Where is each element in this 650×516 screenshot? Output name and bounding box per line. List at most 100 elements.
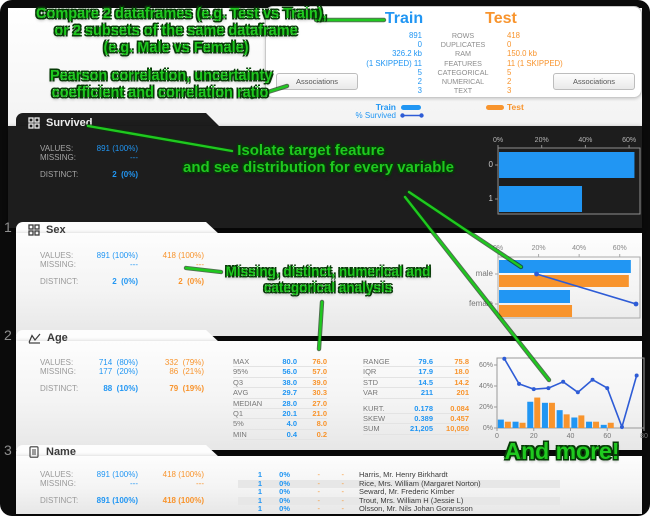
name-stats: VALUES: 891 (100%) 418 (100%) MISSING: --- -…: [40, 470, 204, 505]
test-stat: 332 (79%): [164, 358, 204, 367]
table-row: 5% 4.0 8.0: [233, 419, 327, 430]
legend-test-label: Test: [507, 102, 524, 112]
age-card-header[interactable]: Age: [28, 332, 68, 344]
stat-label: VALUES:: [40, 470, 74, 479]
summary-row: 5 CATEGORICAL 5: [274, 68, 634, 77]
age-card-tab[interactable]: [16, 330, 219, 342]
train-value: 891: [408, 31, 422, 40]
stat-label: DISTINCT:: [40, 384, 79, 393]
stat-row: MISSING: ---: [40, 153, 204, 162]
test-value: 5: [507, 67, 512, 77]
table-row: IQR 17.9 18.0: [363, 367, 469, 378]
test-stat: 418 (100%): [162, 251, 204, 260]
survived-card-header[interactable]: Survived: [28, 117, 92, 129]
test-stat: 2 (0%): [178, 277, 204, 286]
stat-label: VALUES:: [40, 144, 74, 153]
svg-text:60%: 60%: [479, 362, 493, 369]
sex-distribution-chart: 0% 20% 40% 60% male female: [469, 245, 641, 319]
svg-text:0%: 0%: [483, 425, 493, 432]
survived-distribution-chart: 0% 20% 40% 60% 0 1: [489, 137, 641, 215]
annotation-missing-analysis: Missing, distinct, numerical and categor…: [225, 264, 431, 295]
stat-row: VALUES: 714 (80%) 332 (79%): [40, 358, 204, 367]
categorical-grid-icon: [28, 224, 40, 236]
train-value: 326.2 kb: [392, 49, 422, 59]
summary-row: 3 TEXT 3: [274, 86, 634, 95]
test-value: 418: [507, 31, 521, 40]
svg-text:20%: 20%: [532, 245, 546, 252]
stat-row: MISSING: 177 (20%) 86 (21%): [40, 367, 204, 376]
annotation-isolate-target: Isolate target feature and see distribut…: [183, 142, 454, 176]
test-stat: 418 (100%): [162, 470, 204, 479]
legend-test-swatch: [486, 105, 504, 110]
list-item: 1 0% - - Rice, Mrs. William (Margaret Norton…: [238, 479, 560, 489]
stat-label: DISTINCT:: [40, 170, 79, 179]
stat-label: VALUES:: [40, 358, 74, 367]
train-value: 3: [417, 86, 422, 96]
summary-row: 891 ROWS 418: [274, 31, 634, 40]
test-value: 150.0 kb: [507, 49, 537, 59]
svg-text:1: 1: [489, 194, 494, 203]
feature-title: Survived: [46, 117, 93, 129]
train-stat: 714 (80%): [98, 358, 138, 367]
train-stat: ---: [130, 479, 138, 488]
survived-stats: VALUES: 891 (100%) MISSING: --- DISTINCT: 2…: [40, 144, 204, 179]
age-quantile-table: MAX 80.0 76.0 95% 56.0 57.0 Q3 38.0 39.0 AVG 29…: [233, 357, 327, 441]
svg-text:40%: 40%: [479, 383, 493, 390]
summary-table: 891 ROWS 418 0 DUPLICATES 0 326.2 kb RAM 150.0…: [274, 31, 634, 95]
associations-button-train[interactable]: Associations: [276, 73, 358, 90]
svg-text:60: 60: [603, 433, 611, 440]
train-stat: ---: [130, 260, 138, 269]
train-stat: 891 (100%): [96, 470, 138, 479]
test-stat: 79 (19%): [169, 384, 204, 393]
sex-card-header[interactable]: Sex: [28, 224, 66, 236]
stat-row: MISSING: --- ---: [40, 479, 204, 488]
summary-label: CATEGORICAL: [437, 67, 489, 77]
stat-label: VALUES:: [40, 251, 74, 260]
feature-index: 2: [4, 327, 12, 343]
list-item: 1 0% - - Seward, Mr. Frederic Kimber: [257, 487, 455, 497]
test-value: 2: [507, 76, 512, 86]
train-value: 5: [417, 67, 422, 77]
categorical-grid-icon: [28, 117, 40, 129]
list-item: 1 0% - - Harris, Mr. Henry Birkhardt: [257, 470, 448, 479]
text-document-icon: [29, 446, 39, 458]
table-row: VAR 211 201: [363, 388, 469, 399]
train-stat: 891 (100%): [96, 251, 138, 260]
numeric-curve-icon: [28, 333, 41, 344]
stat-label: MISSING:: [40, 153, 77, 162]
table-row: STD 14.5 14.2: [363, 377, 469, 389]
train-stat: ---: [130, 153, 138, 162]
legend-survived-line-marker: [400, 113, 424, 118]
stat-label: MISSING:: [40, 260, 77, 269]
summary-row: 326.2 kb RAM 150.0 kb: [274, 49, 634, 58]
annotation-and-more: And more!: [504, 438, 620, 464]
svg-text:female: female: [469, 299, 494, 308]
age-histogram-chart: 60% 40% 20% 0%0 20 40 60 80: [479, 356, 648, 440]
summary-label: ROWS: [451, 31, 475, 40]
name-card-tab[interactable]: [16, 445, 219, 457]
svg-text:0%: 0%: [493, 137, 503, 144]
summary-row: 2 NUMERICAL 2: [274, 77, 634, 86]
table-row: AVG 29.7 30.3: [233, 388, 327, 399]
table-row: 95% 56.0 57.0: [233, 367, 327, 378]
train-stat: 2 (0%): [112, 277, 138, 286]
legend-train-label: Train: [375, 102, 396, 112]
stat-row: VALUES: 891 (100%): [40, 144, 204, 153]
feature-title: Name: [46, 446, 76, 458]
associations-button-test[interactable]: Associations: [553, 73, 635, 90]
table-row: SKEW 0.389 0.457: [363, 413, 469, 425]
svg-text:40: 40: [567, 433, 575, 440]
age-dispersion-table: RANGE 79.6 75.8 IQR 17.9 18.0 STD 14.5 14.2 VA…: [363, 357, 469, 435]
sex-card-tab[interactable]: [16, 222, 219, 234]
stat-row: DISTINCT: 2 (0%) 2 (0%): [40, 277, 204, 286]
test-value: 11 (1 SKIPPED): [507, 58, 563, 68]
train-stat: 177 (20%): [98, 367, 138, 376]
summary-label: DUPLICATES: [440, 40, 486, 50]
name-card-header[interactable]: Name: [28, 446, 76, 458]
summary-label: TEXT: [453, 86, 473, 96]
train-column-header: Train: [384, 10, 424, 27]
svg-text:0: 0: [489, 160, 494, 169]
test-value: 0: [507, 40, 512, 50]
summary-row: 0 DUPLICATES 0: [274, 40, 634, 49]
survived-card-tab[interactable]: [16, 113, 219, 126]
